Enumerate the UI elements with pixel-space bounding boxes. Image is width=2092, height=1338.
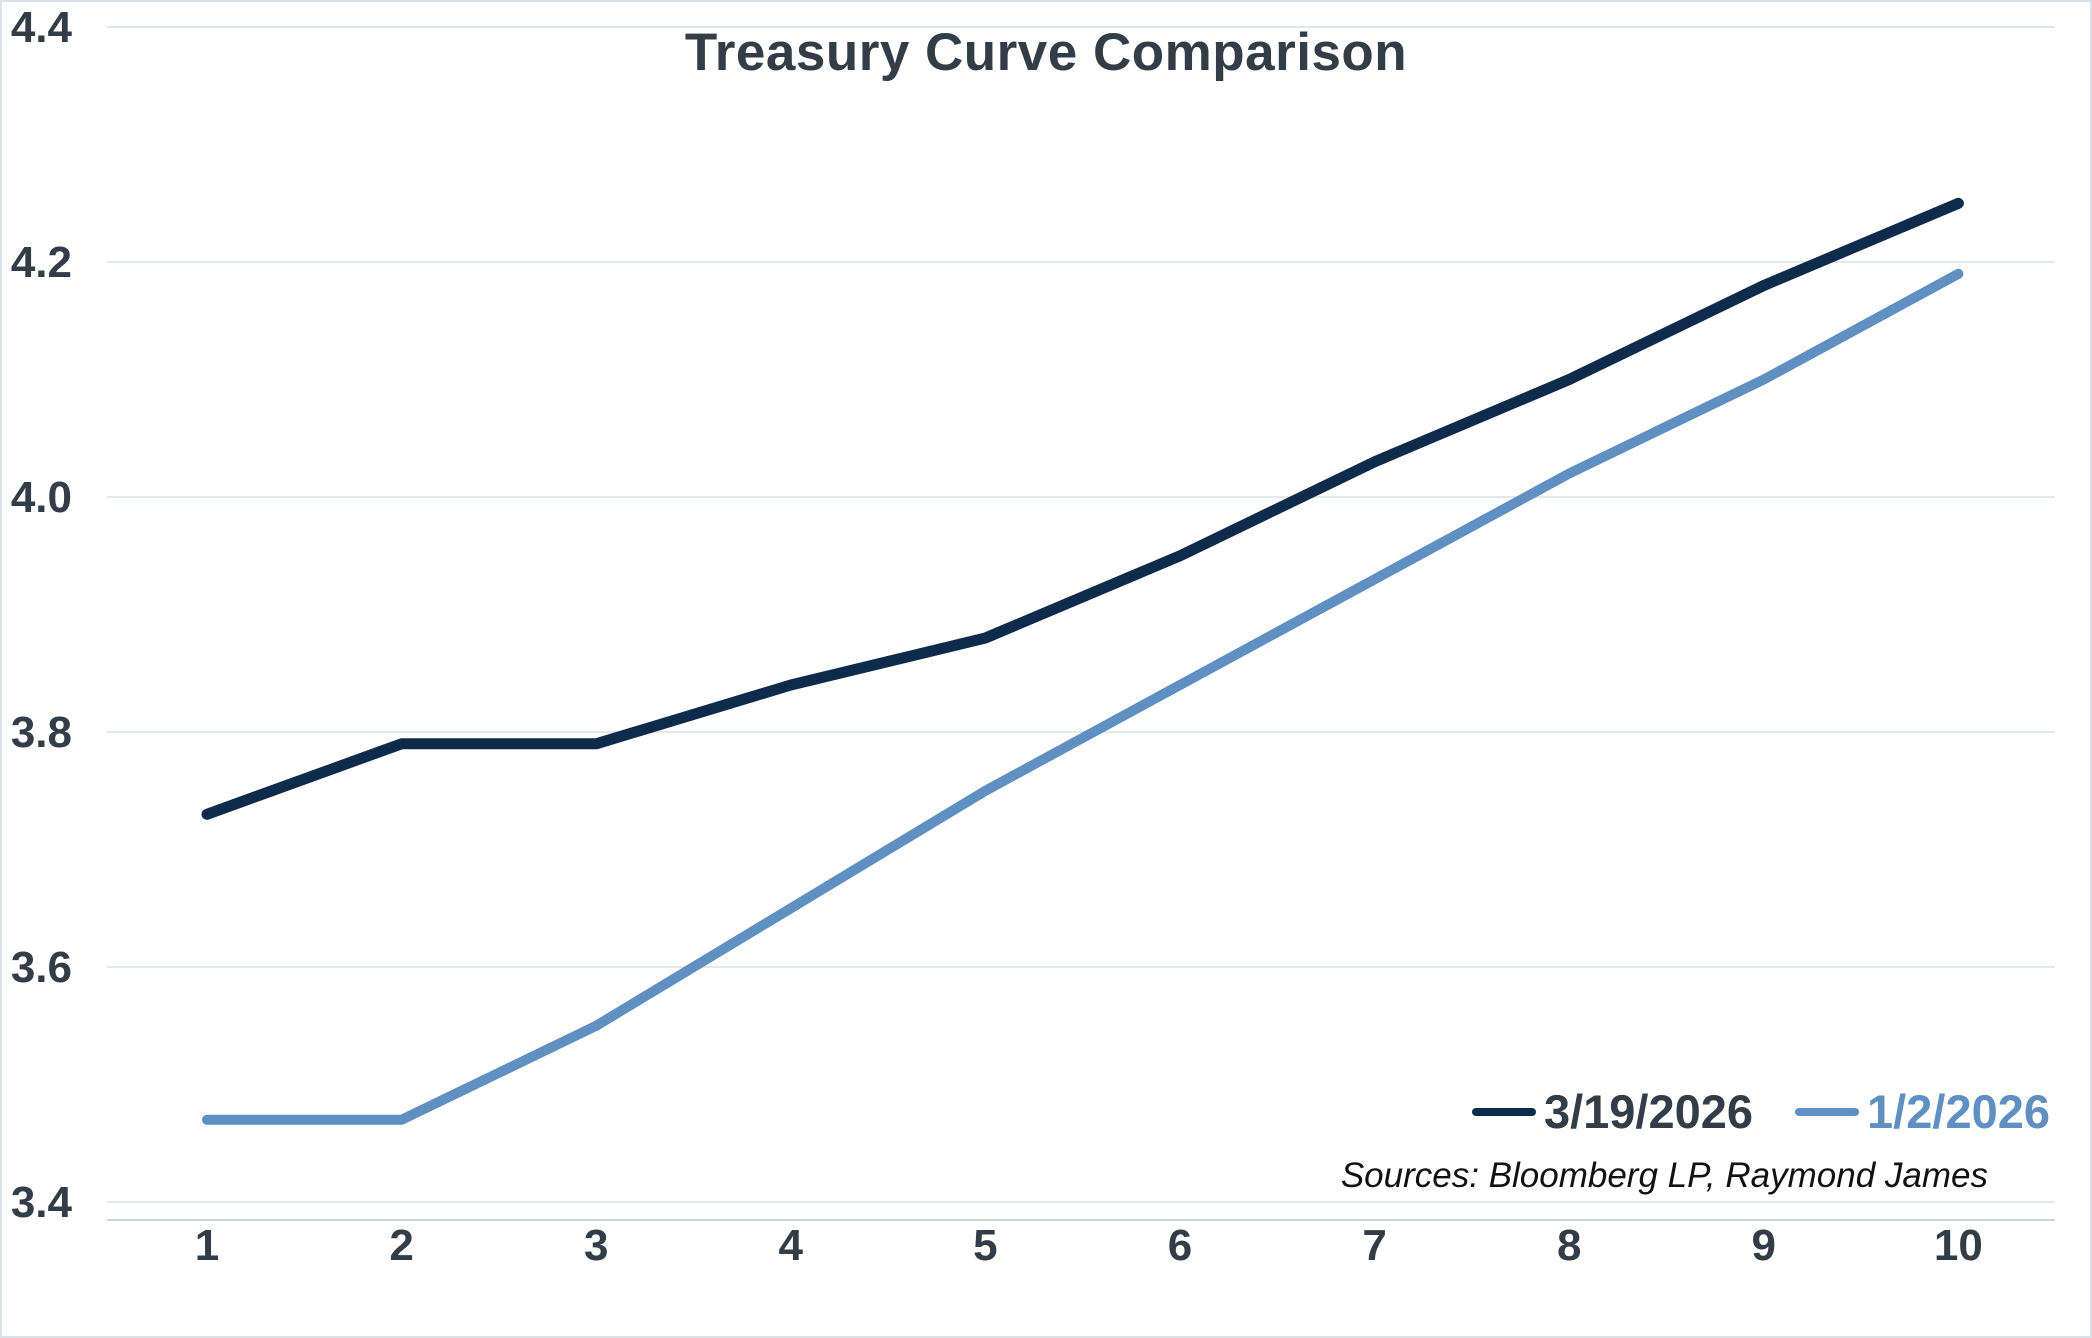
y-tick-label-3.6: 3.6: [11, 943, 72, 992]
legend: 3/19/2026 1/2/2026: [1471, 1085, 2050, 1138]
x-tick-label-8: 8: [1557, 1221, 1581, 1270]
x-tick-label-10: 10: [1934, 1221, 1983, 1270]
gridlines-group: [107, 26, 2055, 1203]
x-tick-label-9: 9: [1752, 1221, 1776, 1270]
chart-title: Treasury Curve Comparison: [684, 23, 1408, 82]
y-axis-tick-labels: 3.4 3.6 3.8 4.0 4.2 4.4: [11, 3, 73, 1227]
legend-dash-icon-series-0: [1471, 1107, 1536, 1116]
x-tick-label-3: 3: [584, 1221, 608, 1270]
x-axis-tick-labels: 1 2 3 4 5 6 7 8 9 10: [195, 1221, 1983, 1270]
y-tick-label-3.8: 3.8: [11, 708, 72, 757]
x-tick-label-7: 7: [1362, 1221, 1386, 1270]
legend-entry-series-1: 1/2/2026: [1795, 1088, 2050, 1135]
x-tick-label-6: 6: [1168, 1221, 1192, 1270]
x-tick-label-4: 4: [779, 1221, 804, 1270]
legend-dash-icon-series-1: [1795, 1107, 1860, 1116]
y-tick-label-4.2: 4.2: [11, 238, 72, 287]
legend-entry-series-0: 3/19/2026: [1471, 1085, 1754, 1138]
y-tick-label-3.4: 3.4: [11, 1178, 73, 1227]
series-lines-group: [201, 197, 1964, 1125]
x-tick-label-2: 2: [389, 1221, 413, 1270]
series-line-1-1/2/2026: [202, 268, 1964, 1125]
y-tick-label-4.0: 4.0: [11, 473, 72, 522]
source-note: Sources: Bloomberg LP, Raymond James: [1340, 1156, 1988, 1195]
y-tick-label-4.4: 4.4: [11, 3, 73, 52]
x-tick-label-1: 1: [195, 1221, 219, 1270]
legend-label-series-0: 3/19/2026: [1543, 1085, 1754, 1138]
legend-label-series-1: 1/2/2026: [1867, 1085, 2050, 1138]
series-line-0-3/19/2026: [201, 197, 1964, 820]
x-tick-label-5: 5: [973, 1221, 997, 1270]
